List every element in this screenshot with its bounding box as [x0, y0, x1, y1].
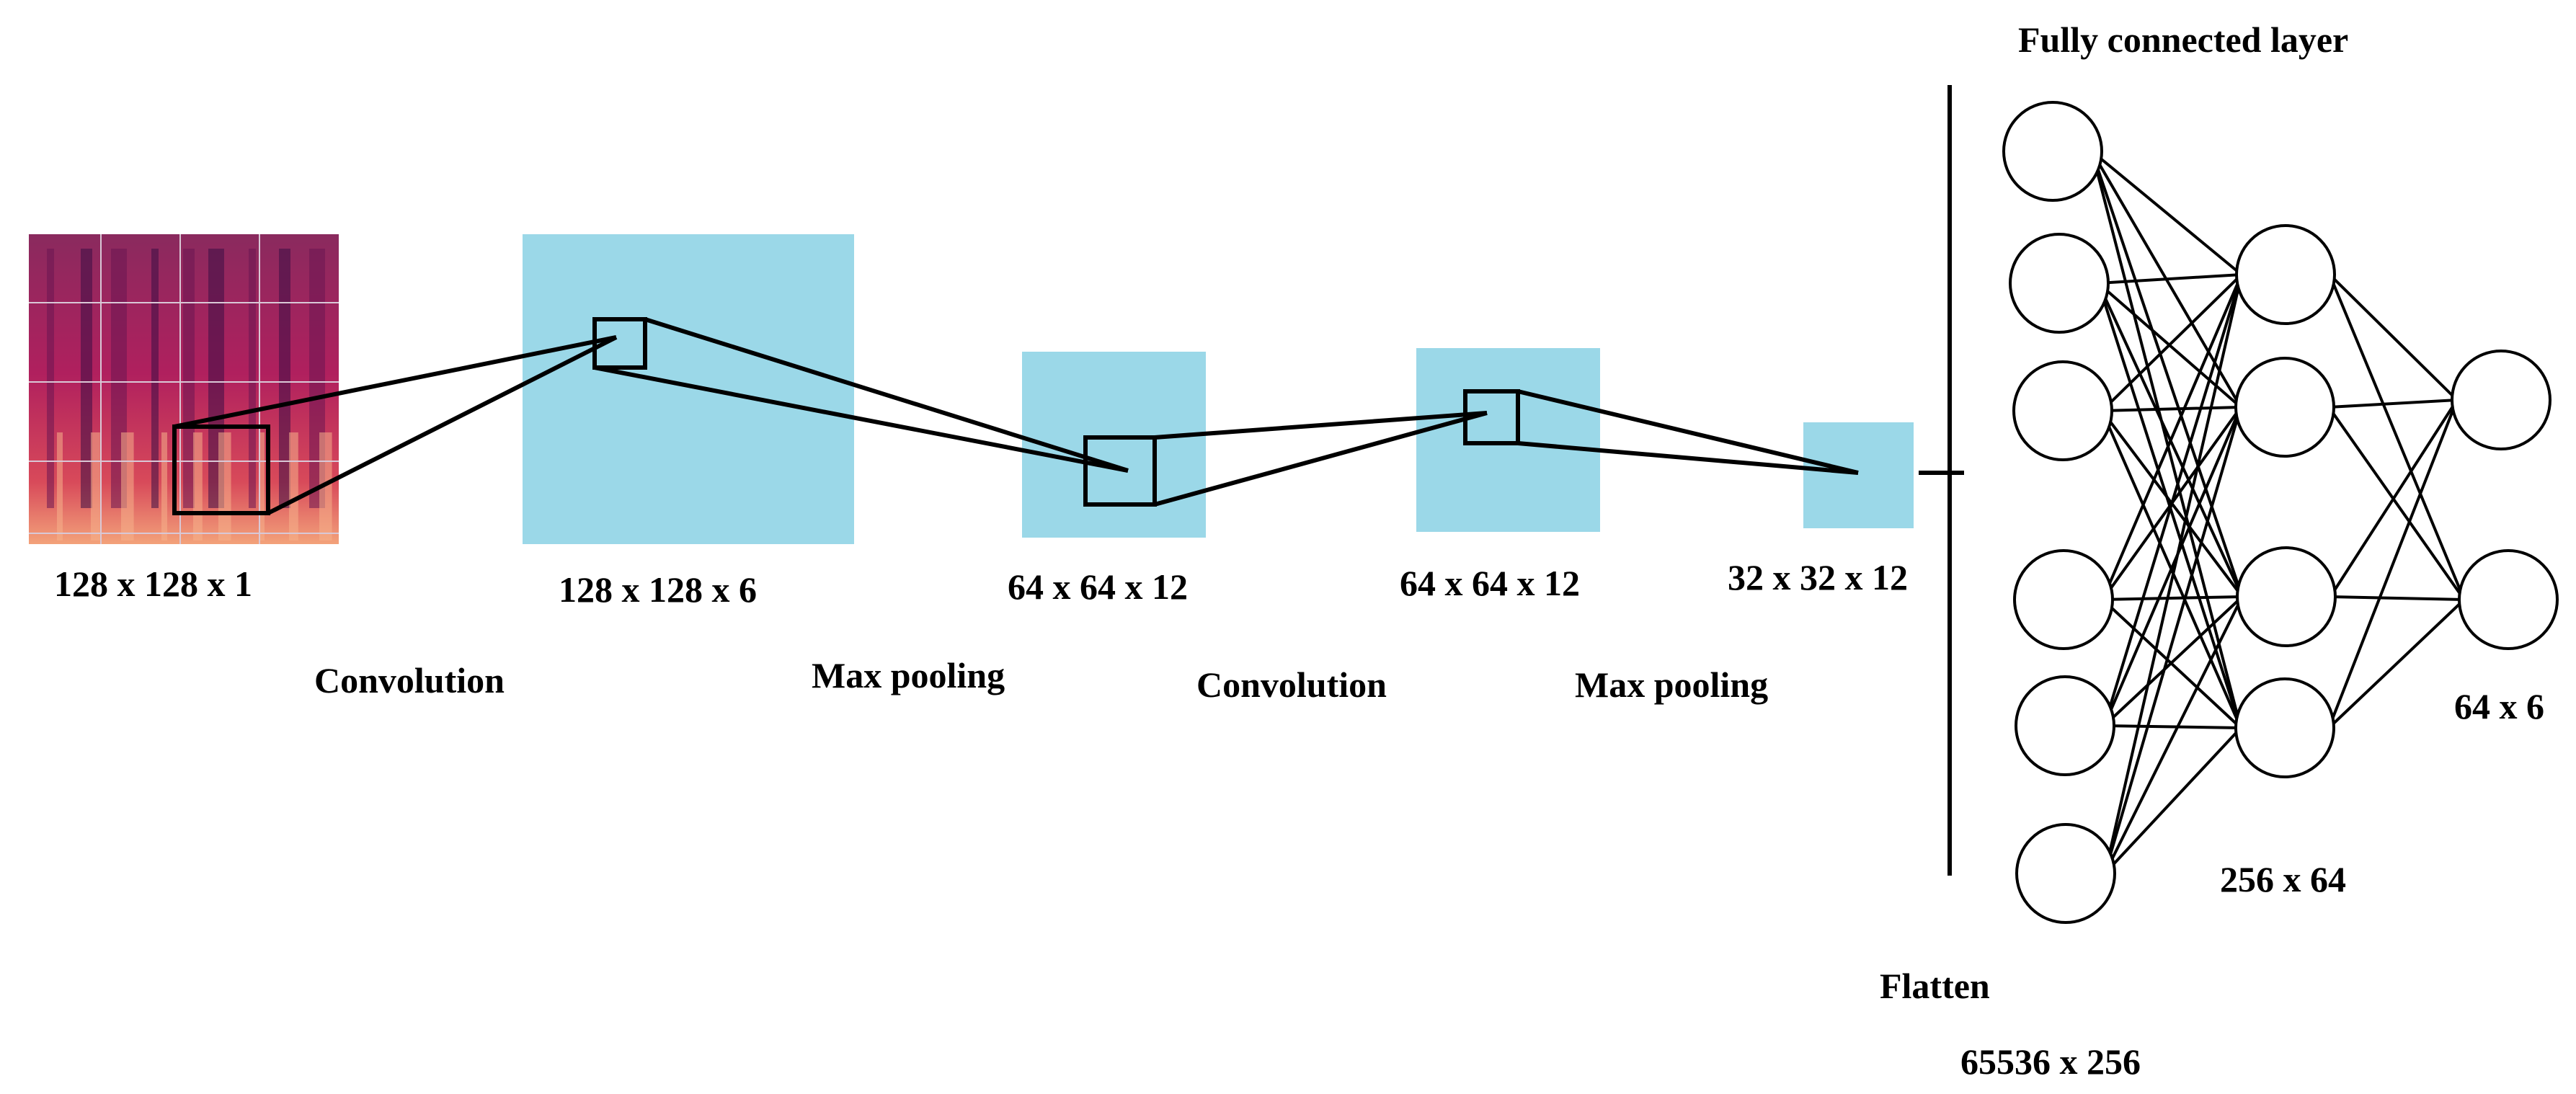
- fc-input-neuron: [2002, 101, 2103, 202]
- fc-output-neuron: [2458, 549, 2559, 650]
- spectrogram-highlight: [91, 432, 100, 541]
- spectrogram-streak: [279, 249, 290, 508]
- fc-input-neuron: [2015, 823, 2116, 924]
- fc-connection: [2102, 274, 2243, 726]
- max-pooling-1-label: Max pooling: [812, 655, 1005, 695]
- conv1-dims-label: 128 x 128 x 6: [559, 569, 757, 610]
- spectrogram-streak: [183, 249, 195, 508]
- output-dims-label: 64 x 6: [2454, 686, 2544, 726]
- fc-input-neuron: [2013, 549, 2114, 650]
- fc-connection: [2102, 595, 2242, 601]
- conv2-kernel-box: [1463, 389, 1520, 445]
- fc-connection: [2090, 151, 2242, 729]
- spectrogram-streak: [47, 249, 54, 508]
- fc-input-neuron: [2009, 233, 2110, 334]
- fc-hidden-neuron: [2235, 224, 2336, 325]
- conv1-kernel-box: [592, 317, 647, 370]
- fc-connection: [2328, 274, 2466, 600]
- fc-connection: [2098, 273, 2242, 285]
- fc-connection: [2103, 274, 2243, 874]
- pool1-kernel-box: [1083, 435, 1157, 507]
- input-kernel-box: [172, 424, 270, 515]
- spectrogram-highlight: [121, 432, 134, 541]
- fc-connection: [2327, 598, 2466, 729]
- flatten-dims-label: 65536 x 256: [1960, 1041, 2141, 1082]
- spectrogram-highlight: [57, 432, 63, 541]
- fc-connection: [2091, 150, 2243, 276]
- spectrogram-streak: [151, 249, 159, 508]
- fc-connection: [2329, 399, 2459, 598]
- conv1-feature-map: [523, 234, 854, 544]
- fc-connection: [2327, 399, 2459, 729]
- fc-hidden-neuron: [2236, 546, 2337, 647]
- hidden-dims-label: 256 x 64: [2220, 859, 2346, 899]
- fully-connected-title: Fully connected layer: [2018, 19, 2349, 60]
- fc-connection: [2102, 406, 2242, 726]
- flatten-label: Flatten: [1880, 966, 1990, 1006]
- fc-connection: [2103, 406, 2242, 874]
- kernel-projections: [172, 317, 1859, 515]
- convolution-1-label: Convolution: [314, 660, 505, 701]
- fc-hidden-neuron: [2234, 677, 2335, 778]
- input-spectrogram-image: [29, 234, 339, 544]
- spectrogram-streak: [249, 249, 256, 508]
- fc-connection: [2103, 596, 2244, 874]
- fc-input-neuron: [2015, 675, 2115, 776]
- conv2-dims-label: 64 x 64 x 12: [1400, 563, 1580, 603]
- conv2-feature-map: [1416, 348, 1600, 532]
- pool2-feature-map: [1803, 422, 1914, 528]
- spectrogram-highlight: [289, 432, 298, 541]
- fc-connection: [2329, 399, 2457, 409]
- input-dims-label: 128 x 128 x 1: [54, 564, 252, 604]
- fc-hidden-neuron: [2234, 357, 2335, 458]
- convolution-2-label: Convolution: [1196, 664, 1387, 705]
- fc-connection: [2102, 406, 2241, 412]
- pool2-dims-label: 32 x 32 x 12: [1728, 557, 1908, 597]
- fc-connection: [2327, 406, 2466, 601]
- spectrogram-highlight: [218, 432, 231, 541]
- fc-connection: [2101, 274, 2243, 600]
- fc-connection: [2328, 273, 2459, 401]
- pool1-dims-label: 64 x 64 x 12: [1008, 566, 1188, 607]
- spectrogram-highlight: [259, 432, 265, 541]
- spectrogram-highlight: [193, 432, 203, 541]
- fc-connection: [2103, 726, 2242, 875]
- fc-input-neuron: [2012, 360, 2113, 461]
- fc-connection: [2090, 151, 2244, 597]
- spectrogram-highlight: [161, 432, 167, 541]
- fc-connection: [2330, 595, 2464, 601]
- max-pooling-2-label: Max pooling: [1575, 664, 1769, 705]
- fc-connection: [2104, 724, 2241, 729]
- fc-connection: [2101, 273, 2243, 412]
- fc-output-neuron: [2451, 350, 2551, 450]
- fc-connection: [2103, 595, 2244, 727]
- spectrogram-streak: [81, 249, 92, 508]
- fully-connected-network: [2002, 101, 2559, 924]
